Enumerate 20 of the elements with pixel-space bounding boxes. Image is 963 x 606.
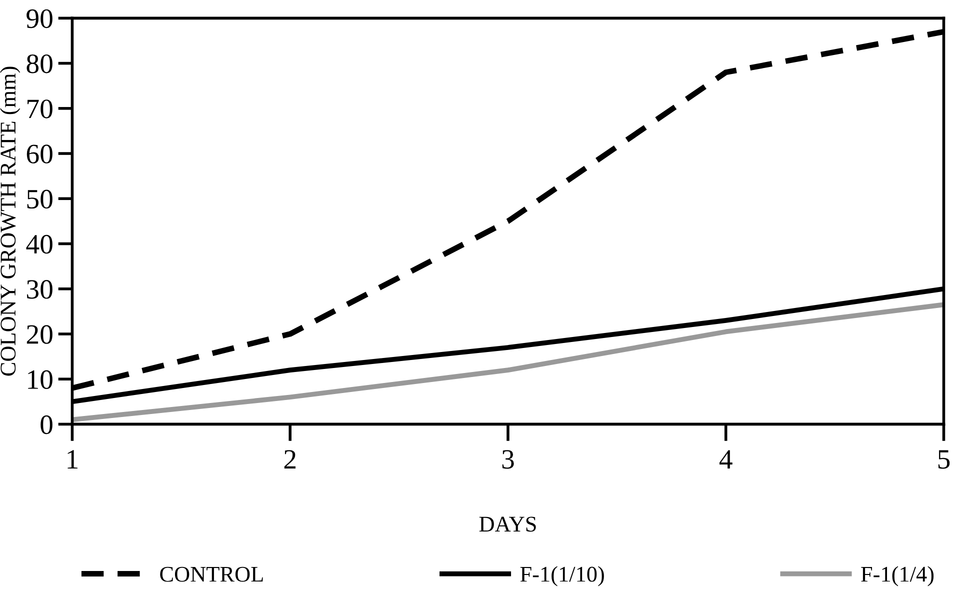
y-tick-label: 50 bbox=[27, 190, 52, 209]
y-tick-label: 20 bbox=[26, 325, 52, 344]
y-tick-label: 90 bbox=[26, 9, 52, 28]
y-tick-label: 40 bbox=[26, 234, 52, 254]
y-tick-label: 10 bbox=[28, 370, 52, 389]
legend-label: CONTROL bbox=[160, 566, 263, 582]
x-tick-label: 2 bbox=[284, 450, 296, 468]
y-axis-title: COLONY GROWTH RATE (mm) bbox=[0, 66, 20, 376]
legend-label: F-1(1/10) bbox=[520, 566, 604, 586]
legend-label: F-1(1/4) bbox=[861, 566, 934, 586]
x-tick-label: 3 bbox=[502, 450, 514, 469]
y-tick-label: 70 bbox=[28, 100, 52, 118]
x-tick-label: 5 bbox=[938, 450, 950, 469]
x-axis-title: DAYS bbox=[479, 516, 536, 532]
x-tick-label: 1 bbox=[68, 450, 78, 468]
x-tick-label: 4 bbox=[719, 450, 732, 468]
y-tick-label: 0 bbox=[40, 415, 52, 434]
y-tick-label: 30 bbox=[27, 280, 52, 299]
y-tick-label: 60 bbox=[26, 144, 52, 164]
y-tick-label: 80 bbox=[26, 54, 52, 74]
